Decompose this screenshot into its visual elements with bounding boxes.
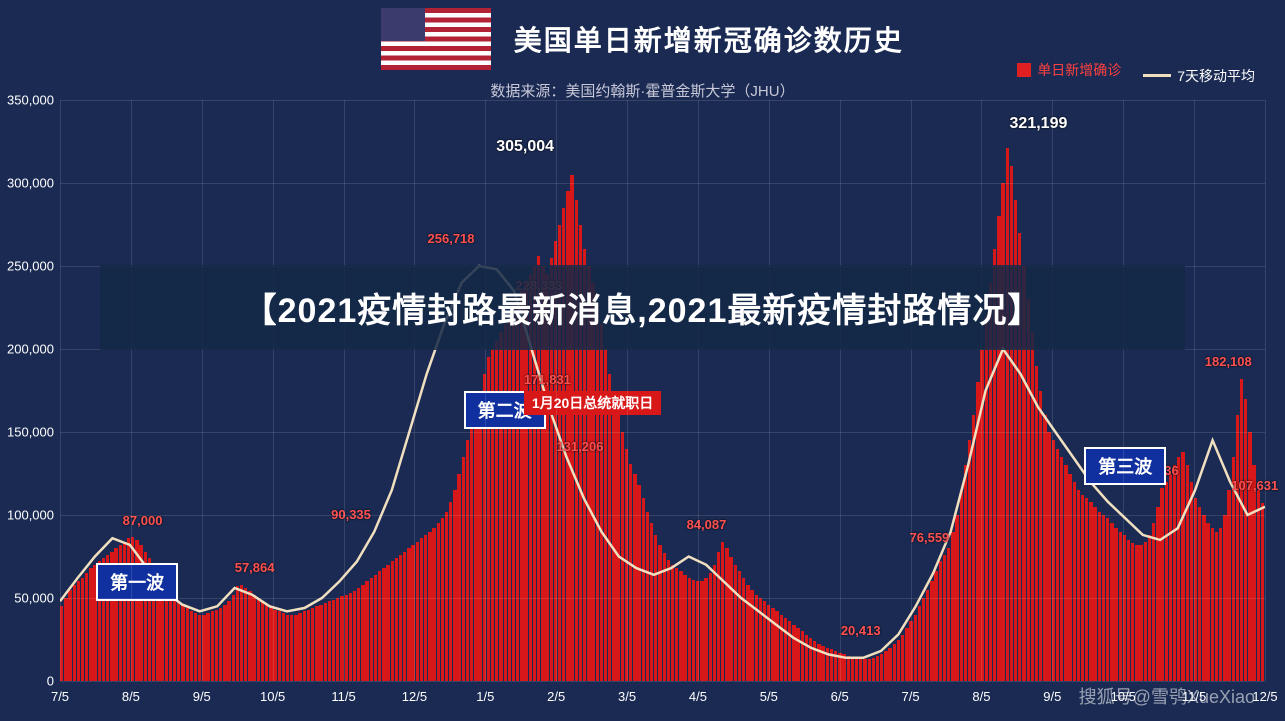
x-tick: 5/5 <box>760 689 778 704</box>
y-tick: 200,000 <box>7 342 54 357</box>
gridline-h <box>60 432 1265 433</box>
value-annotation: 131,206 <box>556 439 603 454</box>
y-tick: 100,000 <box>7 508 54 523</box>
value-annotation: 76,559 <box>910 530 950 545</box>
value-annotation: 256,718 <box>428 231 475 246</box>
gridline-v <box>698 100 699 681</box>
gridline-v <box>840 100 841 681</box>
gridline-v <box>60 100 61 681</box>
x-tick: 12/5 <box>402 689 427 704</box>
x-tick: 8/5 <box>972 689 990 704</box>
value-annotation: 84,087 <box>687 517 727 532</box>
gridline-v <box>414 100 415 681</box>
gridline-v <box>981 100 982 681</box>
y-tick: 250,000 <box>7 259 54 274</box>
y-tick: 350,000 <box>7 93 54 108</box>
y-tick: 50,000 <box>14 591 54 606</box>
gridline-v <box>627 100 628 681</box>
gridline-v <box>1265 100 1266 681</box>
x-tick: 3/5 <box>618 689 636 704</box>
us-flag-icon <box>381 8 491 70</box>
x-tick: 1/5 <box>476 689 494 704</box>
value-annotation: 305,004 <box>496 138 554 156</box>
value-annotation: 321,199 <box>1010 115 1068 133</box>
wave-badge: 第一波 <box>96 563 178 601</box>
value-annotation: 171,831 <box>524 372 571 387</box>
inauguration-badge: 1月20日总统就职日 <box>524 391 661 415</box>
gridline-v <box>1123 100 1124 681</box>
legend-bar-icon <box>1017 63 1031 77</box>
ma-line-layer <box>60 100 1265 681</box>
value-annotation: 107,631 <box>1231 478 1278 493</box>
gridline-h <box>60 598 1265 599</box>
gridline-h <box>60 100 1265 101</box>
gridline-v <box>485 100 486 681</box>
gridline-h <box>60 183 1265 184</box>
plot: 87,00057,86490,335256,718305,004228,3331… <box>60 100 1265 681</box>
overlay-banner: 【2021疫情封路最新消息,2021最新疫情封路情况】 <box>100 265 1185 350</box>
x-tick: 9/5 <box>1043 689 1061 704</box>
legend-ma: 7天移动平均 <box>1143 66 1255 86</box>
gridline-v <box>1194 100 1195 681</box>
chart-header: 美国单日新增新冠确诊数历史 数据来源：美国约翰斯·霍普金斯大学（JHU） <box>0 8 1285 101</box>
gridline-h <box>60 681 1265 682</box>
x-tick: 10/5 <box>260 689 285 704</box>
gridline-v <box>344 100 345 681</box>
legend-ma-label: 7天移动平均 <box>1177 66 1255 86</box>
legend: 单日新增确诊 7天移动平均 <box>999 60 1255 86</box>
x-tick: 6/5 <box>831 689 849 704</box>
x-tick: 11/5 <box>331 689 355 704</box>
x-tick: 9/5 <box>193 689 211 704</box>
y-tick: 300,000 <box>7 176 54 191</box>
y-tick: 0 <box>47 674 54 689</box>
x-tick: 7/5 <box>902 689 920 704</box>
value-annotation: 20,413 <box>841 623 881 638</box>
legend-daily-label: 单日新增确诊 <box>1037 60 1121 80</box>
y-axis: 050,000100,000150,000200,000250,000300,0… <box>0 100 58 681</box>
legend-line-icon <box>1143 74 1171 77</box>
chart-title: 美国单日新增新冠确诊数历史 <box>514 19 904 59</box>
gridline-v <box>273 100 274 681</box>
gridline-v <box>911 100 912 681</box>
x-tick: 8/5 <box>122 689 140 704</box>
legend-daily: 单日新增确诊 <box>1017 60 1121 80</box>
watermark: 搜狐号@雪鸮XueXiao <box>1079 683 1255 709</box>
gridline-v <box>769 100 770 681</box>
gridline-v <box>131 100 132 681</box>
gridline-v <box>1052 100 1053 681</box>
gridline-v <box>556 100 557 681</box>
x-tick: 4/5 <box>689 689 707 704</box>
gridline-h <box>60 515 1265 516</box>
wave-badge: 第三波 <box>1084 447 1166 485</box>
value-annotation: 182,108 <box>1205 354 1252 369</box>
y-tick: 150,000 <box>7 425 54 440</box>
x-tick: 12/5 <box>1252 689 1277 704</box>
x-tick: 7/5 <box>51 689 69 704</box>
value-annotation: 57,864 <box>235 560 275 575</box>
gridline-v <box>202 100 203 681</box>
chart-area: 87,00057,86490,335256,718305,004228,3331… <box>60 100 1265 681</box>
x-tick: 2/5 <box>547 689 565 704</box>
